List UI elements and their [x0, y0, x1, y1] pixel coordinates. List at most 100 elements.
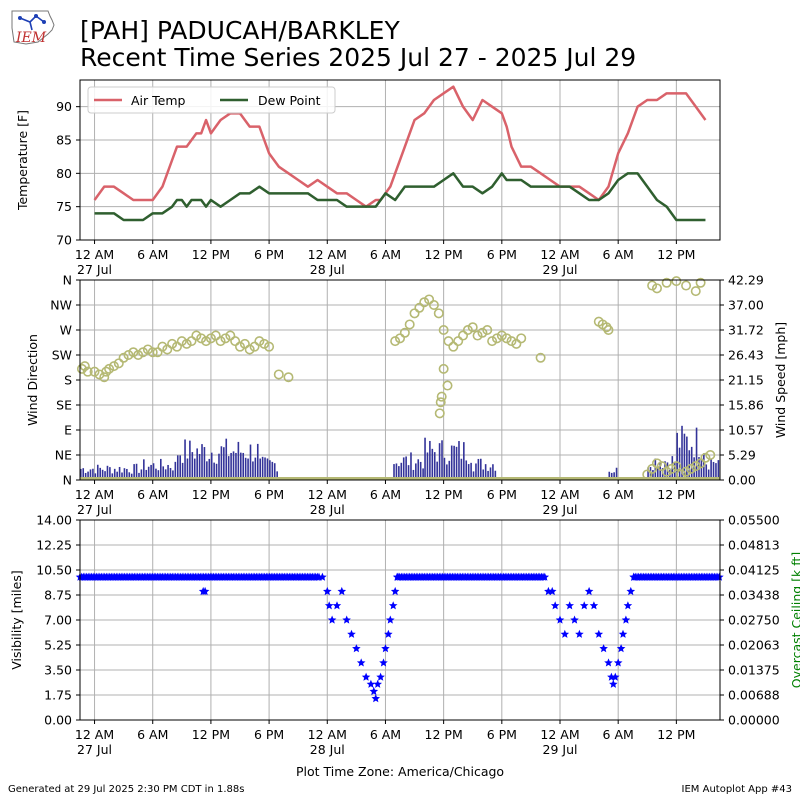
wind-speed-bar	[480, 458, 482, 480]
visibility-point	[584, 586, 594, 596]
wind-direction-point	[167, 338, 178, 349]
iem-logo: IEM	[11, 10, 55, 46]
wind-speed-bar	[264, 457, 266, 480]
wind-direction-point	[99, 372, 110, 383]
wind-direction-point	[89, 366, 100, 377]
wind-speed-bar	[208, 458, 211, 480]
wind-direction-point	[390, 336, 401, 347]
wind-speed-bar	[138, 472, 140, 480]
wind-speed-bar	[94, 473, 97, 480]
wind-speed-bar	[683, 433, 686, 480]
wind-speed-bar	[441, 440, 443, 480]
wind-direction-point	[681, 466, 692, 477]
wind-direction-point	[661, 277, 672, 288]
wind-speed-bar	[426, 452, 429, 480]
visibility-point	[381, 644, 390, 653]
vis-y-tick-label: 7.00	[44, 613, 72, 628]
wind-speed-bar	[475, 463, 477, 480]
visibility-point	[599, 644, 608, 653]
wind-speed-bar	[415, 463, 417, 480]
visibility-point	[550, 601, 560, 610]
wind-direction-point	[249, 341, 260, 352]
wind-direction-point	[442, 380, 453, 391]
wind-direction-point	[157, 341, 168, 352]
wind-direction-point	[113, 358, 124, 369]
visibility-point	[616, 644, 626, 653]
wind-speed-bar	[121, 472, 123, 480]
wind-speed-bar	[135, 463, 138, 480]
wind-speed-bar	[196, 448, 198, 480]
wind-speed-bar	[179, 455, 181, 480]
wind-speed-bar	[407, 465, 410, 480]
wind-speed-bar	[206, 461, 208, 480]
wind-speed-bar	[203, 447, 206, 480]
wind-speed-bar	[419, 461, 422, 480]
wind-direction-point	[482, 324, 493, 335]
wind-direction-point	[690, 461, 701, 472]
visibility-point	[589, 601, 599, 610]
wind-speed-bar	[176, 455, 179, 480]
wind-direction-point	[409, 308, 420, 319]
wind-speed-bar	[235, 452, 237, 480]
wind-direction-point	[438, 324, 449, 335]
x-tick-label: 6 AM	[370, 247, 401, 262]
temp-legend-box	[87, 86, 336, 114]
wind-speed-bar	[140, 469, 143, 480]
wind-direction-point	[477, 327, 488, 338]
wind-speed-bar	[244, 457, 247, 480]
x-tick-label: 6 AM	[370, 727, 401, 742]
ceiling-tick-label: 0.02750	[728, 613, 780, 628]
wind-speed-bar	[463, 442, 465, 480]
wind-speed-bar	[133, 464, 135, 480]
wind-direction-point	[435, 397, 446, 408]
wind-direction-point	[215, 336, 226, 347]
chart-title-line1: [PAH] PADUCAH/BARKLEY	[80, 16, 400, 45]
wind-speed-bar	[465, 460, 468, 480]
wind-direction-point	[404, 319, 415, 330]
visibility-point	[384, 629, 393, 638]
wind-direction-point	[181, 338, 192, 349]
wind-direction-point	[511, 338, 522, 349]
wind-direction-point	[133, 349, 144, 360]
x-tick-date: 28 Jul	[310, 262, 345, 277]
wind-direction-point	[656, 461, 667, 472]
wind-dir-tick-label: E	[64, 423, 72, 438]
wind-speed-bar	[104, 471, 106, 480]
wind-speed-tick-label: 42.29	[728, 273, 764, 288]
wind-speed-bar	[656, 468, 659, 480]
vis-y-tick-label: 14.00	[36, 513, 72, 528]
wind-direction-point	[491, 333, 502, 344]
visibility-point	[390, 586, 400, 596]
wind-speed-bar	[123, 468, 126, 480]
vis-y-tick-label: 10.50	[36, 563, 72, 578]
wind-speed-bar	[393, 464, 395, 480]
wind-speed-bar	[613, 472, 615, 480]
wind-speed-bar	[157, 470, 160, 480]
wind-direction-point	[101, 366, 112, 377]
wind-direction-point	[506, 336, 517, 347]
visibility-point	[342, 615, 351, 624]
wind-speed-bar	[184, 439, 186, 480]
wind-speed-bar	[130, 473, 133, 480]
visibility-point	[565, 601, 574, 610]
visibility-point	[594, 629, 604, 638]
x-tick-label: 12 PM	[192, 487, 230, 502]
wind-speed-bar	[410, 452, 412, 480]
temp-panel-frame	[79, 79, 721, 241]
wind-direction-point	[414, 302, 425, 313]
wind-speed-bar	[145, 469, 148, 480]
wind-speed-bar	[615, 467, 618, 480]
wind-speed-tick-label: 21.15	[728, 373, 764, 388]
legend-air-temp-label: Air Temp	[131, 93, 186, 108]
visibility-point	[332, 601, 342, 610]
wind-speed-bar	[160, 458, 162, 480]
wind-speed-bar	[118, 466, 121, 480]
wind-dir-tick-label: SW	[52, 348, 72, 363]
wind-speed-bar	[429, 440, 431, 480]
wind-direction-point	[434, 408, 445, 419]
visibility-point	[570, 615, 579, 624]
wind-speed-bar	[489, 467, 492, 480]
visibility-point	[327, 615, 337, 624]
wind-speed-bar	[92, 468, 94, 480]
x-tick-label: 6 AM	[603, 727, 634, 742]
